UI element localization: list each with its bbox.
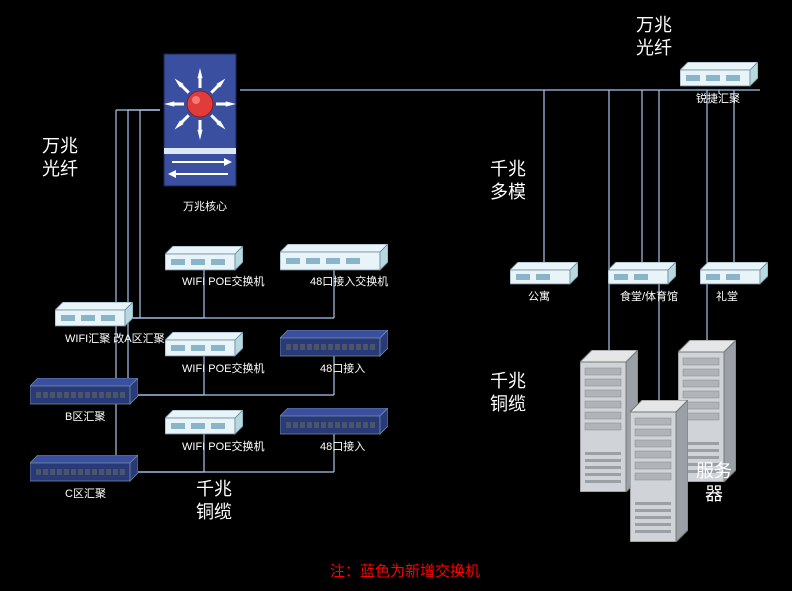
label-fiber10g_left: 万兆 光纤	[42, 135, 78, 182]
label-cu1g_right: 千兆 铜缆	[490, 370, 526, 417]
label-ruijie: 锐捷汇聚	[696, 92, 740, 106]
label-wifi_poe1: WIFI POE交换机	[182, 275, 265, 289]
label-hall: 礼堂	[716, 290, 738, 304]
label-wifi_poe3: WIFI POE交换机	[182, 440, 265, 454]
label-cu1g_left: 千兆 铜缆	[196, 478, 232, 525]
label-wifi_poe2: WIFI POE交换机	[182, 362, 265, 376]
label-apt: 公寓	[528, 290, 550, 304]
label-cafe: 食堂/体育馆	[620, 290, 678, 304]
label-core: 万兆核心	[183, 200, 227, 214]
diagram-canvas: 万兆 光纤万兆 光纤千兆 多模千兆 铜缆千兆 铜缆服务 器注：蓝色为新增交换机万…	[0, 0, 792, 591]
label-sw48_1: 48口接入交换机	[310, 275, 388, 289]
device-core	[160, 50, 240, 195]
label-sw48_3: 48口接入	[320, 440, 365, 454]
label-c_agg: C区汇聚	[65, 487, 106, 501]
label-b_agg: B区汇聚	[65, 410, 105, 424]
label-sw48_2: 48口接入	[320, 362, 365, 376]
label-note: 注：蓝色为新增交换机	[330, 562, 480, 582]
label-wifi_agg: WIFI汇聚 改A区汇聚	[65, 332, 165, 346]
label-servers: 服务 器	[696, 460, 732, 507]
label-mm1g: 千兆 多模	[490, 158, 526, 205]
label-fiber10g_right: 万兆 光纤	[636, 14, 672, 61]
device-srv3	[630, 400, 688, 547]
